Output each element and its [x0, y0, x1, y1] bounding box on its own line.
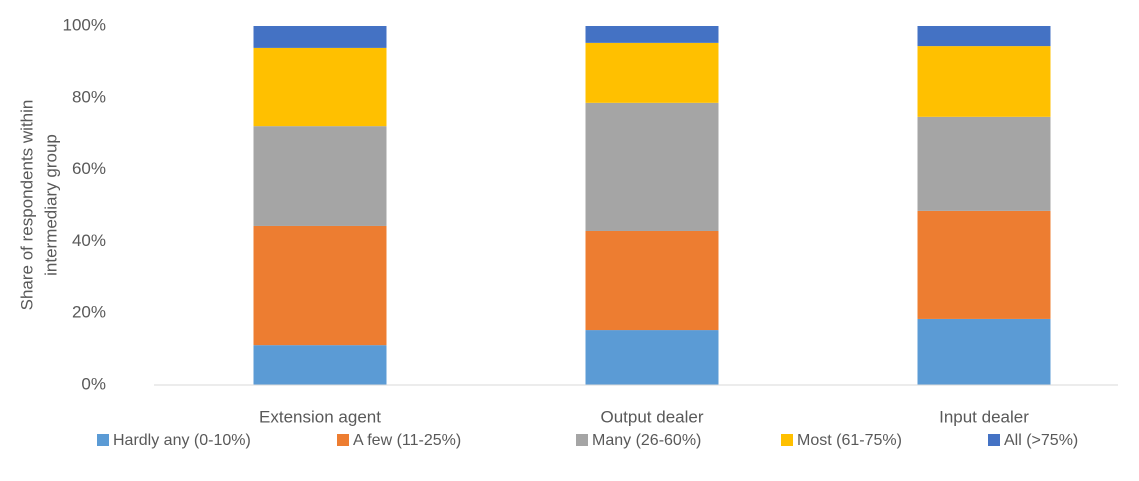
legend-text: Most (61-75%) — [797, 432, 902, 449]
bar-segment — [253, 47, 387, 127]
bar-segment — [917, 318, 1051, 385]
bar-segment — [253, 345, 387, 385]
legend-swatch — [576, 434, 588, 446]
legend-swatch — [988, 434, 1000, 446]
x-tick-label: Extension agent — [259, 407, 381, 426]
y-tick-label: 100% — [63, 15, 106, 34]
y-axis-title-line: intermediary group — [41, 134, 60, 276]
legend-text: All (>75%) — [1004, 432, 1078, 449]
y-tick-label: 40% — [72, 231, 106, 250]
bar-segment — [917, 26, 1051, 47]
legend-text: Many (26-60%) — [592, 432, 701, 449]
bar-segment — [253, 225, 387, 346]
bar-segment — [917, 46, 1051, 117]
bar-segment — [917, 116, 1051, 211]
bar-segment — [917, 210, 1051, 319]
bar-segment — [585, 102, 719, 231]
y-axis-title: Share of respondents within intermediary… — [17, 100, 60, 311]
y-tick-label: 60% — [72, 159, 106, 178]
legend-swatch — [781, 434, 793, 446]
bar-segment — [253, 26, 387, 48]
bar-segment — [585, 230, 719, 331]
y-tick-label: 0% — [81, 374, 106, 393]
legend-swatch — [337, 434, 349, 446]
bar-segment — [585, 26, 719, 43]
bar-segment — [585, 42, 719, 103]
bar-segment — [585, 330, 719, 385]
legend-text: A few (11-25%) — [353, 432, 461, 449]
x-tick-label: Input dealer — [939, 407, 1029, 426]
x-tick-label: Output dealer — [600, 407, 703, 426]
legend-swatch — [97, 434, 109, 446]
y-axis-title-line: Share of respondents within — [17, 100, 36, 311]
bar-segment — [253, 126, 387, 226]
legend-text: Hardly any (0-10%) — [113, 432, 251, 449]
y-tick-label: 20% — [72, 303, 106, 322]
y-tick-label: 80% — [72, 87, 106, 106]
